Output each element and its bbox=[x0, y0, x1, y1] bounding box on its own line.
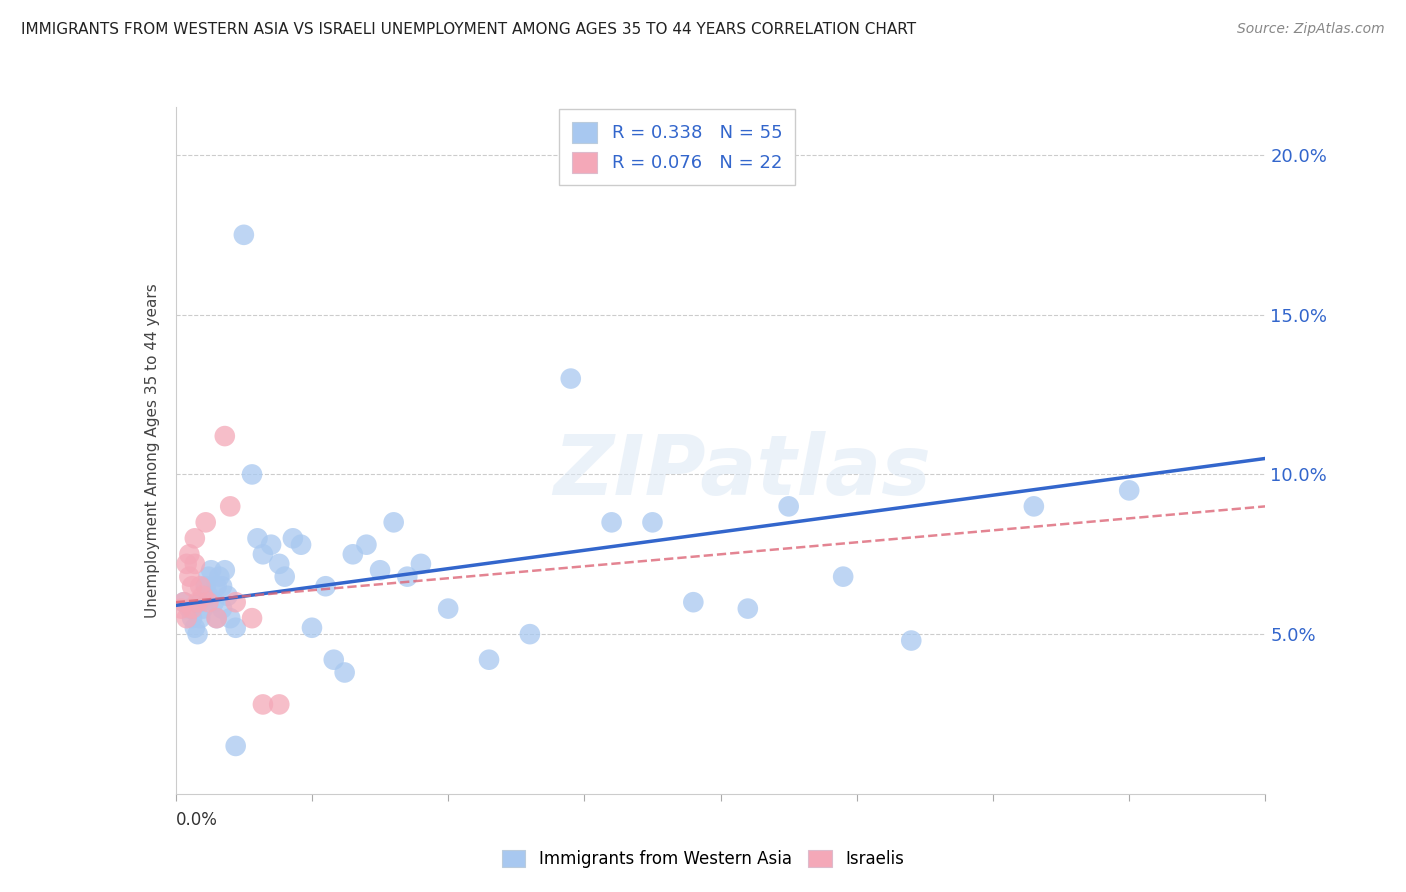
Point bbox=[176, 557, 198, 571]
Y-axis label: Unemployment Among Ages 35 to 44 years: Unemployment Among Ages 35 to 44 years bbox=[145, 283, 160, 618]
Point bbox=[478, 653, 501, 667]
Point bbox=[301, 621, 323, 635]
Point bbox=[396, 569, 419, 583]
Point bbox=[437, 601, 460, 615]
Point bbox=[188, 611, 211, 625]
Point bbox=[202, 595, 225, 609]
Point bbox=[205, 579, 228, 593]
Point bbox=[290, 538, 312, 552]
Point bbox=[197, 589, 219, 603]
Point bbox=[186, 627, 209, 641]
Point bbox=[269, 557, 291, 571]
Point bbox=[225, 621, 247, 635]
Point bbox=[832, 569, 855, 583]
Point bbox=[179, 569, 201, 583]
Point bbox=[181, 579, 204, 593]
Point bbox=[232, 227, 254, 242]
Legend: Immigrants from Western Asia, Israelis: Immigrants from Western Asia, Israelis bbox=[495, 843, 911, 875]
Point bbox=[219, 500, 242, 514]
Point bbox=[682, 595, 704, 609]
Point bbox=[560, 371, 582, 385]
Point bbox=[179, 547, 201, 561]
Point bbox=[217, 589, 239, 603]
Point bbox=[260, 538, 283, 552]
Point bbox=[778, 500, 800, 514]
Point bbox=[188, 579, 211, 593]
Point bbox=[197, 569, 219, 583]
Point bbox=[181, 601, 204, 615]
Point bbox=[252, 547, 274, 561]
Point bbox=[1118, 483, 1140, 498]
Point bbox=[281, 531, 304, 545]
Point bbox=[179, 601, 201, 615]
Point bbox=[176, 611, 198, 625]
Point bbox=[188, 595, 211, 609]
Point bbox=[194, 579, 217, 593]
Point bbox=[252, 698, 274, 712]
Point bbox=[641, 516, 664, 530]
Point bbox=[197, 595, 219, 609]
Point bbox=[519, 627, 541, 641]
Legend: R = 0.338   N = 55, R = 0.076   N = 22: R = 0.338 N = 55, R = 0.076 N = 22 bbox=[560, 109, 794, 186]
Point bbox=[186, 595, 209, 609]
Text: 0.0%: 0.0% bbox=[176, 811, 218, 829]
Point bbox=[211, 579, 233, 593]
Text: Source: ZipAtlas.com: Source: ZipAtlas.com bbox=[1237, 22, 1385, 37]
Point bbox=[173, 595, 195, 609]
Point bbox=[1022, 500, 1045, 514]
Point bbox=[173, 595, 195, 609]
Point bbox=[382, 516, 405, 530]
Point bbox=[356, 538, 378, 552]
Point bbox=[368, 563, 391, 577]
Point bbox=[900, 633, 922, 648]
Point bbox=[274, 569, 297, 583]
Point bbox=[333, 665, 356, 680]
Point bbox=[191, 589, 214, 603]
Point bbox=[191, 601, 214, 615]
Point bbox=[269, 698, 291, 712]
Point bbox=[225, 595, 247, 609]
Text: ZIPatlas: ZIPatlas bbox=[554, 431, 931, 512]
Point bbox=[737, 601, 759, 615]
Point bbox=[342, 547, 364, 561]
Point bbox=[200, 563, 222, 577]
Point bbox=[240, 467, 263, 482]
Point bbox=[184, 621, 207, 635]
Point bbox=[184, 531, 207, 545]
Point bbox=[214, 429, 236, 443]
Text: IMMIGRANTS FROM WESTERN ASIA VS ISRAELI UNEMPLOYMENT AMONG AGES 35 TO 44 YEARS C: IMMIGRANTS FROM WESTERN ASIA VS ISRAELI … bbox=[21, 22, 917, 37]
Point bbox=[208, 569, 231, 583]
Point bbox=[211, 601, 233, 615]
Point bbox=[205, 611, 228, 625]
Point bbox=[322, 653, 344, 667]
Point bbox=[225, 739, 247, 753]
Point bbox=[214, 563, 236, 577]
Point bbox=[170, 601, 193, 615]
Point bbox=[205, 611, 228, 625]
Point bbox=[315, 579, 337, 593]
Point bbox=[600, 516, 623, 530]
Point bbox=[409, 557, 432, 571]
Point bbox=[219, 611, 242, 625]
Point bbox=[181, 611, 204, 625]
Point bbox=[184, 557, 207, 571]
Point bbox=[194, 516, 217, 530]
Point bbox=[246, 531, 269, 545]
Point bbox=[240, 611, 263, 625]
